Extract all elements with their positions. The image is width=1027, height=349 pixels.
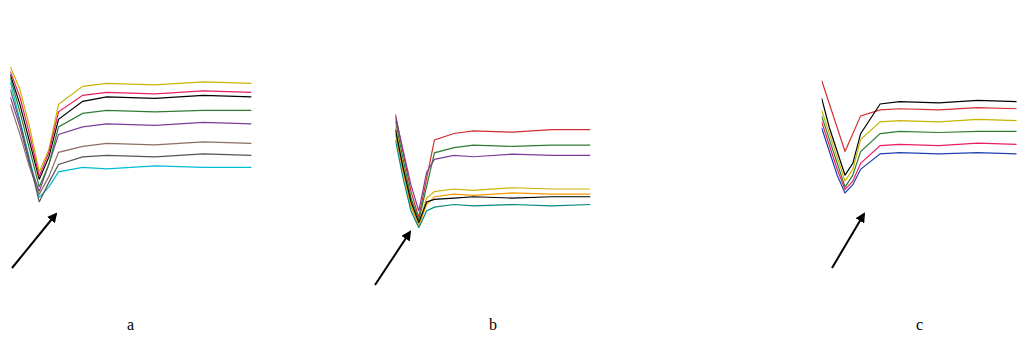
svg-text:c: c <box>916 316 923 333</box>
svg-text:b: b <box>489 316 497 333</box>
svg-text:a: a <box>127 316 134 333</box>
